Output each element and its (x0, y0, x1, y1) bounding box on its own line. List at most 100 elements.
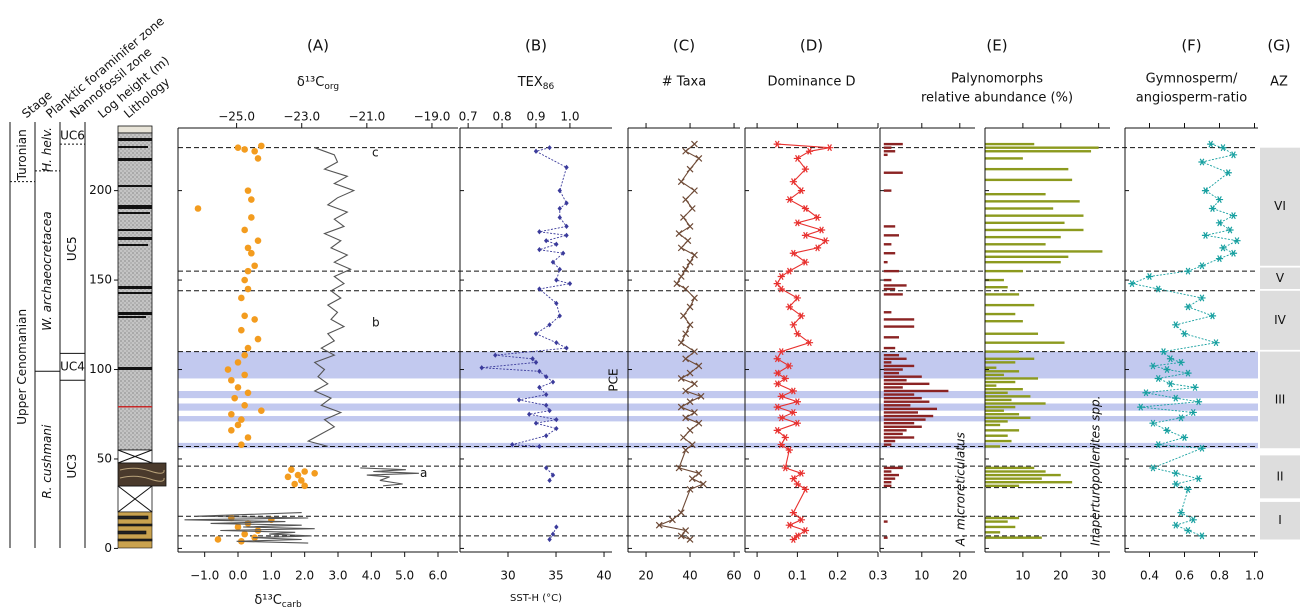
bar (985, 303, 1035, 307)
zone-label: W. archaeocretacea (40, 211, 54, 330)
pce-band (178, 416, 1258, 422)
bar (883, 411, 918, 414)
point (785, 446, 793, 454)
panel-title: angiosperm-ratio (1136, 91, 1248, 106)
x-tick-label: −1.0 (190, 569, 219, 583)
point (1233, 237, 1241, 245)
zone-box (1260, 501, 1300, 540)
bar (985, 531, 1001, 534)
point (1137, 403, 1145, 411)
point (244, 389, 252, 397)
point (543, 374, 549, 380)
point (543, 465, 549, 471)
point (554, 417, 559, 423)
zone-label: Turonian (15, 129, 29, 181)
point (793, 219, 801, 227)
point (550, 472, 556, 478)
bar (985, 255, 1069, 259)
point (1154, 441, 1162, 449)
point (248, 249, 255, 257)
point (789, 387, 797, 395)
point (1189, 516, 1197, 524)
point (677, 178, 685, 186)
bar (883, 382, 930, 386)
point (686, 258, 694, 266)
bar (985, 373, 1004, 377)
point (238, 441, 245, 448)
bar (883, 364, 915, 368)
x-tick-label: −25.0 (218, 110, 255, 124)
point (781, 464, 789, 472)
bar (985, 477, 1042, 480)
panel-label: (B) (525, 37, 547, 55)
point (1145, 272, 1154, 280)
point (822, 237, 830, 245)
point (547, 322, 552, 328)
bar (883, 284, 907, 287)
bar (985, 391, 1008, 394)
point (557, 313, 562, 319)
zone-label: Upper Cenomanian (15, 309, 29, 425)
bar (883, 354, 899, 357)
zone-box (1260, 455, 1300, 499)
point (493, 352, 498, 358)
point (1184, 527, 1192, 535)
x-tick-label: 0 (753, 569, 761, 583)
x-axis-label: δ¹³Ccarb (254, 593, 302, 610)
panel-title: Gymnosperm/ (1146, 72, 1238, 87)
point (691, 409, 698, 416)
point (777, 348, 785, 356)
bar (985, 439, 1012, 443)
point (777, 441, 785, 449)
point (1191, 383, 1199, 391)
point (516, 397, 522, 403)
point (1149, 464, 1157, 472)
point (533, 331, 539, 337)
point (543, 391, 549, 398)
point (1198, 532, 1206, 540)
point (777, 392, 785, 400)
bar (985, 278, 1004, 282)
point (1172, 521, 1180, 529)
point (1208, 205, 1217, 213)
panel-label: (E) (986, 37, 1007, 55)
panel-title-sub: 86 (543, 82, 555, 92)
point (234, 523, 242, 531)
point (550, 379, 556, 385)
point (695, 154, 703, 162)
point (241, 371, 248, 379)
panel-title: # Taxa (662, 75, 706, 90)
point (301, 482, 308, 490)
point (691, 348, 698, 356)
point (789, 475, 797, 483)
point (258, 142, 265, 150)
x-tick-label: 3.0 (328, 569, 347, 583)
bar (985, 481, 1073, 484)
point (1163, 366, 1171, 374)
point (697, 392, 705, 400)
point (789, 535, 797, 543)
point (686, 485, 694, 493)
bar (985, 312, 1016, 316)
point (785, 196, 793, 204)
point (298, 477, 305, 484)
point (785, 303, 793, 311)
point (1224, 169, 1232, 177)
point (564, 345, 569, 351)
point (244, 267, 252, 275)
point (688, 205, 696, 212)
bar (985, 384, 997, 387)
bar (985, 423, 1001, 427)
point (537, 368, 542, 374)
point (550, 531, 556, 537)
point (1166, 380, 1175, 388)
bar (883, 418, 926, 421)
point (560, 250, 566, 256)
bar (883, 146, 892, 149)
panel-title: TEX86 (517, 75, 555, 92)
point (533, 359, 539, 365)
point (1149, 419, 1157, 427)
point (228, 427, 235, 434)
bar (883, 171, 903, 174)
point (228, 376, 235, 384)
